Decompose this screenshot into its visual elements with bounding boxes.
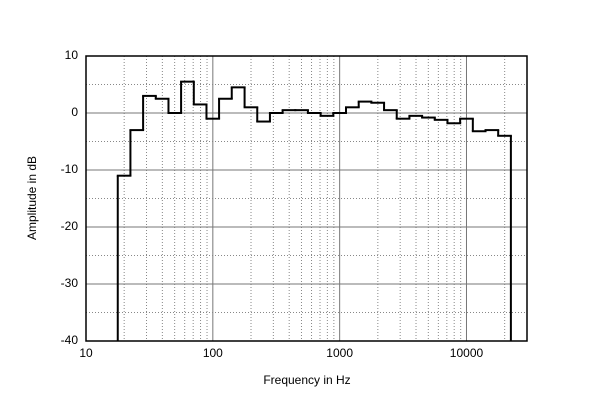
y-axis-label: Amplitude in dB — [25, 156, 39, 240]
x-tick-label: 10 — [79, 346, 93, 360]
y-tick-label: -30 — [61, 276, 79, 290]
x-tick-label: 100 — [203, 346, 223, 360]
y-tick-label: -20 — [61, 219, 79, 233]
y-tick-label: 10 — [65, 48, 79, 62]
y-tick-label: 0 — [71, 105, 78, 119]
x-axis-label: Frequency in Hz — [263, 373, 350, 387]
y-tick-label: -10 — [61, 162, 79, 176]
plot-frame — [85, 55, 528, 342]
y-tick-label: -40 — [61, 333, 79, 347]
x-tick-label: 1000 — [326, 346, 353, 360]
x-tick-label: 10000 — [450, 346, 484, 360]
